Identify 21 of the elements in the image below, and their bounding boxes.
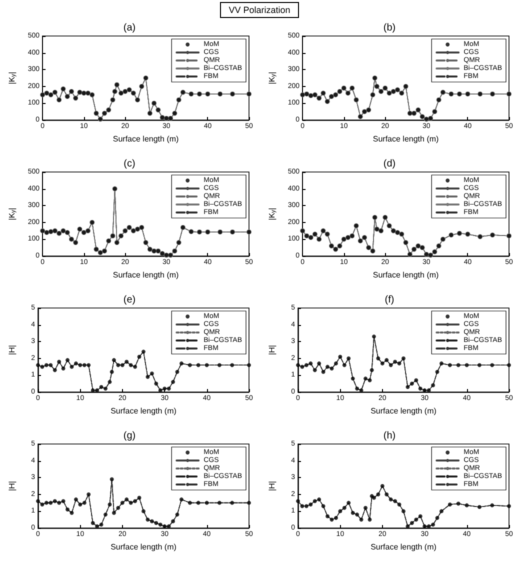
y-axis-title: |H|	[268, 481, 276, 491]
x-axis-title: Surface length (m)	[370, 406, 437, 416]
x-axis-title: Surface length (m)	[110, 406, 177, 416]
x-axis-title: Surface length (m)	[372, 134, 440, 144]
x-axis-title: Surface length (m)	[112, 134, 180, 144]
x-axis-title: Surface length (m)	[370, 542, 437, 552]
chart-title: (a)	[123, 22, 136, 34]
x-axis-title: Surface length (m)	[372, 270, 440, 280]
chart-title: (b)	[383, 22, 396, 34]
x-axis-title: Surface length (m)	[110, 542, 177, 552]
text: VV Polarization	[220, 2, 300, 18]
y-axis-title: |H|	[268, 345, 276, 355]
chart-title: (e)	[123, 294, 136, 306]
chart-title: (c)	[124, 158, 136, 170]
chart-title: (g)	[123, 430, 136, 442]
y-axis-title: |H|	[8, 345, 16, 355]
chart-title: (h)	[383, 430, 396, 442]
chart-title: (f)	[384, 294, 394, 306]
chart-title: (d)	[383, 158, 396, 170]
y-axis-title: |H|	[8, 481, 16, 491]
x-axis-title: Surface length (m)	[112, 270, 180, 280]
